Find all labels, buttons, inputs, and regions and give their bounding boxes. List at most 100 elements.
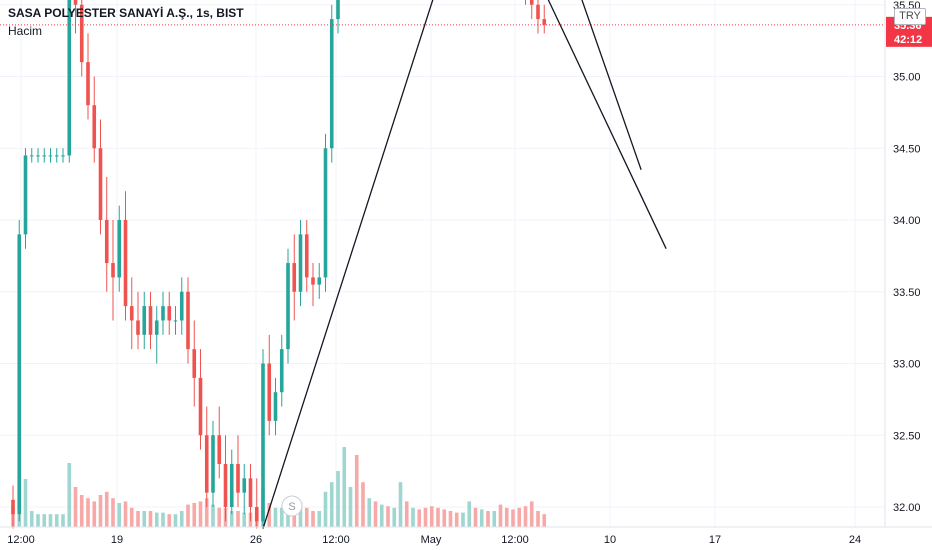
- candle-body: [61, 155, 65, 157]
- volume-bar: [498, 504, 503, 527]
- volume-bar: [379, 504, 384, 527]
- candle-body: [117, 220, 122, 278]
- x-tick-label: 17: [709, 534, 721, 546]
- volume-bar: [211, 504, 215, 527]
- volume-bar: [454, 512, 459, 527]
- volume-indicator-label[interactable]: Hacim: [8, 24, 43, 38]
- volume-bars: [11, 447, 547, 527]
- candle-body: [161, 306, 165, 321]
- candle-body: [529, 0, 534, 5]
- x-tick-label: May: [421, 534, 442, 546]
- candle-body: [323, 148, 328, 278]
- candle-body: [286, 263, 290, 350]
- volume-bar: [142, 511, 147, 527]
- volume-bar: [373, 501, 378, 527]
- candle-body: [179, 291, 184, 321]
- volume-bar: [279, 507, 284, 527]
- volume-bar: [404, 501, 409, 527]
- volume-bar: [467, 501, 472, 527]
- candle-body: [329, 19, 334, 149]
- y-tick-label: 34.50: [893, 143, 921, 155]
- volume-bar: [354, 455, 359, 527]
- volume-bar: [129, 507, 134, 527]
- volume-bar: [348, 487, 353, 527]
- volume-bar: [429, 506, 434, 527]
- volume-bar: [173, 514, 178, 527]
- volume-bar: [323, 491, 328, 527]
- bar-countdown-label: 42:12: [894, 34, 922, 46]
- currency-badge[interactable]: TRY: [894, 8, 926, 25]
- time-axis[interactable]: 12:00 19 26 12:00 May 12:00 10 17 24: [7, 534, 861, 546]
- volume-series-marker[interactable]: S: [281, 495, 303, 517]
- candlestick-series: [11, 0, 547, 529]
- candle-body: [204, 435, 209, 493]
- chart-grid: [0, 0, 885, 527]
- volume-marker-circle[interactable]: [281, 495, 303, 517]
- x-tick-label: 26: [250, 534, 262, 546]
- volume-bar: [511, 509, 515, 527]
- x-tick-label: 12:00: [7, 534, 35, 546]
- y-tick-label: 33.50: [893, 287, 921, 299]
- volume-bar: [298, 503, 303, 527]
- candle-body: [236, 463, 240, 493]
- volume-marker-label: S: [288, 501, 295, 513]
- candle-body: [173, 320, 178, 322]
- volume-bar: [461, 512, 465, 527]
- candle-body: [79, 4, 84, 63]
- trendline: [547, 0, 667, 249]
- candle-body: [217, 435, 222, 464]
- volume-bar: [42, 514, 47, 527]
- price-axis[interactable]: 32.00 32.50 33.00 33.50 34.00 34.50 35.00 35.50…: [893, 0, 921, 514]
- volume-bar: [361, 482, 365, 527]
- volume-bar: [192, 503, 197, 527]
- volume-bar: [36, 514, 40, 527]
- volume-bar: [186, 504, 190, 527]
- volume-bar: [198, 501, 203, 527]
- candle-body: [111, 263, 115, 278]
- volume-bar: [29, 511, 34, 527]
- candle-body: [86, 62, 90, 106]
- volume-bar: [329, 482, 334, 527]
- y-tick-label: 32.00: [893, 502, 921, 514]
- volume-bar: [204, 498, 209, 527]
- volume-bar: [536, 511, 540, 527]
- volume-bar: [442, 509, 447, 527]
- volume-bar: [67, 463, 72, 527]
- chart-title: SASA POLYESTER SANAYİ A.Ş., 1s, BIST: [8, 6, 244, 20]
- volume-bar: [123, 501, 128, 527]
- x-tick-label: 12:00: [322, 534, 350, 546]
- candle-body: [67, 0, 72, 156]
- volume-bar: [236, 511, 240, 527]
- volume-bar: [154, 512, 159, 527]
- candle-body: [48, 155, 53, 157]
- volume-bar: [542, 514, 547, 527]
- volume-bar: [148, 511, 153, 527]
- price-levels: [0, 24, 885, 26]
- candle-body: [304, 234, 309, 278]
- volume-bar: [311, 511, 315, 527]
- candle-body: [186, 291, 190, 350]
- volume-bar: [229, 511, 234, 527]
- trendline: [581, 0, 642, 170]
- volume-bar: [111, 498, 115, 527]
- candle-body: [192, 349, 197, 378]
- candle-body: [36, 155, 40, 157]
- volume-bar: [242, 512, 247, 527]
- volume-bar: [54, 514, 59, 527]
- volume-bar: [473, 507, 478, 527]
- volume-bar: [104, 491, 109, 527]
- candle-body: [223, 463, 228, 507]
- candle-body: [536, 4, 540, 20]
- volume-bar: [336, 471, 340, 527]
- candle-body: [317, 277, 322, 285]
- volume-bar: [436, 507, 440, 527]
- candle-body: [11, 499, 15, 515]
- candle-body: [23, 155, 28, 235]
- y-tick-label: 35.50: [893, 0, 921, 12]
- candle-body: [129, 306, 134, 321]
- volume-bar: [398, 482, 403, 527]
- candle-body: [54, 155, 59, 157]
- candle-body: [267, 363, 272, 421]
- volume-bar: [117, 503, 122, 527]
